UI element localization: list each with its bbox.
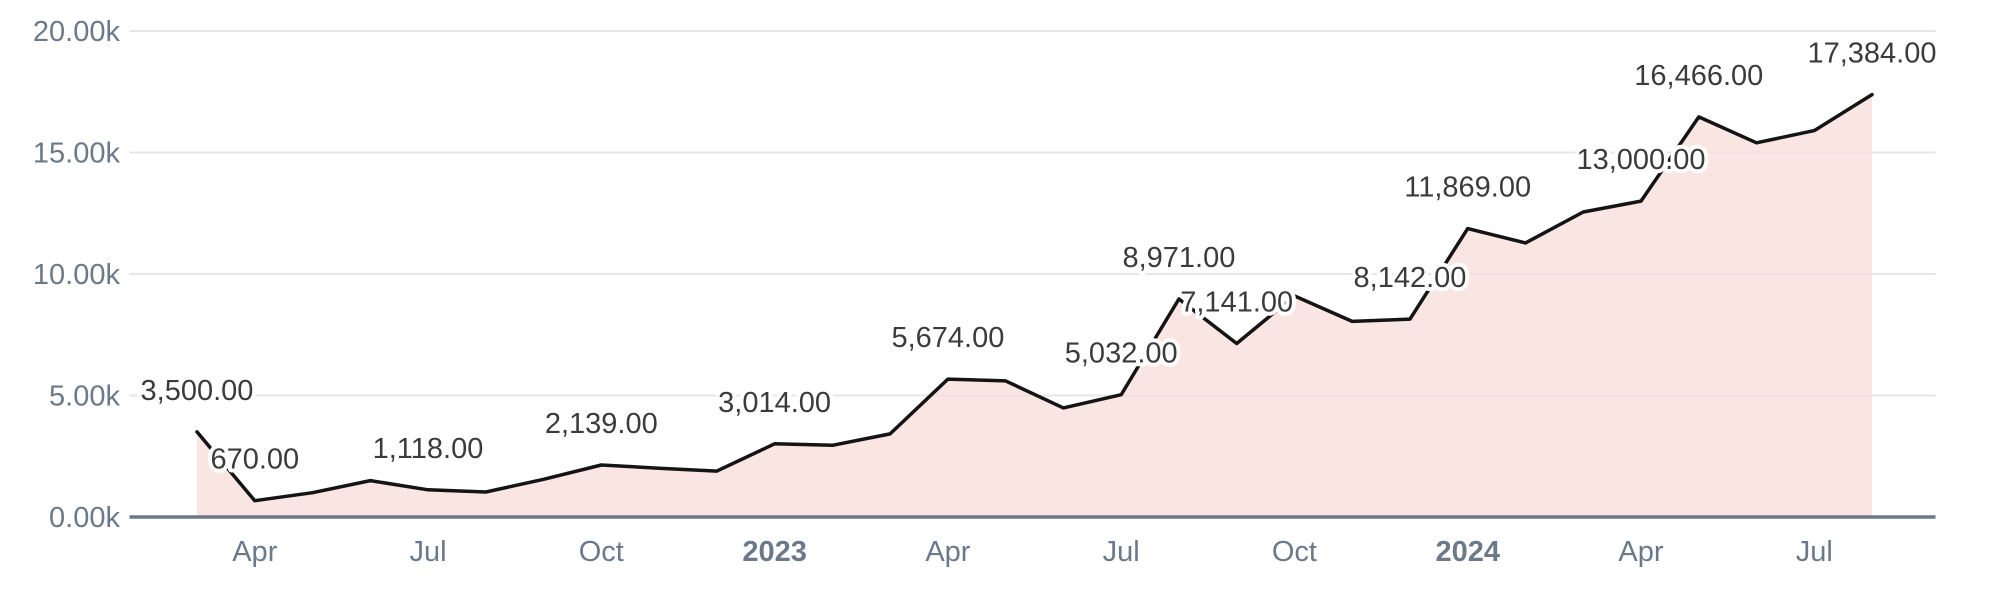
data-point-label: 670.00 — [210, 444, 299, 476]
x-tick-label: Oct — [579, 536, 624, 568]
data-point-label: 3,014.00 — [718, 387, 831, 419]
data-point-label: 16,466.00 — [1634, 60, 1763, 92]
y-tick-label: 0.00k — [49, 502, 120, 534]
y-tick-label: 20.00k — [33, 16, 121, 48]
x-tick-label: Jul — [1796, 536, 1833, 568]
x-tick-label: Apr — [232, 536, 277, 568]
y-tick-label: 15.00k — [33, 138, 121, 170]
data-point-label: 3,500.00 — [141, 375, 254, 407]
data-point-label: 13,000.00 — [1576, 144, 1705, 176]
data-line — [195, 92, 1874, 503]
y-tick-label: 5.00k — [49, 381, 120, 413]
x-tick-label: Oct — [1272, 536, 1317, 568]
x-tick-label: Apr — [925, 536, 970, 568]
x-tick-label: Apr — [1618, 536, 1663, 568]
data-point-label: 8,142.00 — [1354, 262, 1467, 294]
data-point-label: 2,139.00 — [545, 408, 658, 440]
area-fill — [197, 94, 1872, 517]
data-point-label: 1,118.00 — [373, 433, 484, 465]
data-point-label: 8,971.00 — [1122, 242, 1235, 274]
x-tick-label: 2023 — [742, 536, 807, 568]
data-point-label: 11,869.00 — [1404, 172, 1531, 204]
y-tick-label: 10.00k — [33, 259, 121, 291]
x-tick-label: 2024 — [1435, 536, 1500, 568]
data-point-label: 7,141.00 — [1180, 287, 1293, 319]
data-point-label: 5,674.00 — [891, 322, 1004, 354]
x-tick-label: Jul — [409, 536, 446, 568]
x-tick-label: Jul — [1103, 536, 1140, 568]
data-point-label: 17,384.00 — [1807, 38, 1936, 70]
data-point-label: 5,032.00 — [1065, 338, 1178, 370]
